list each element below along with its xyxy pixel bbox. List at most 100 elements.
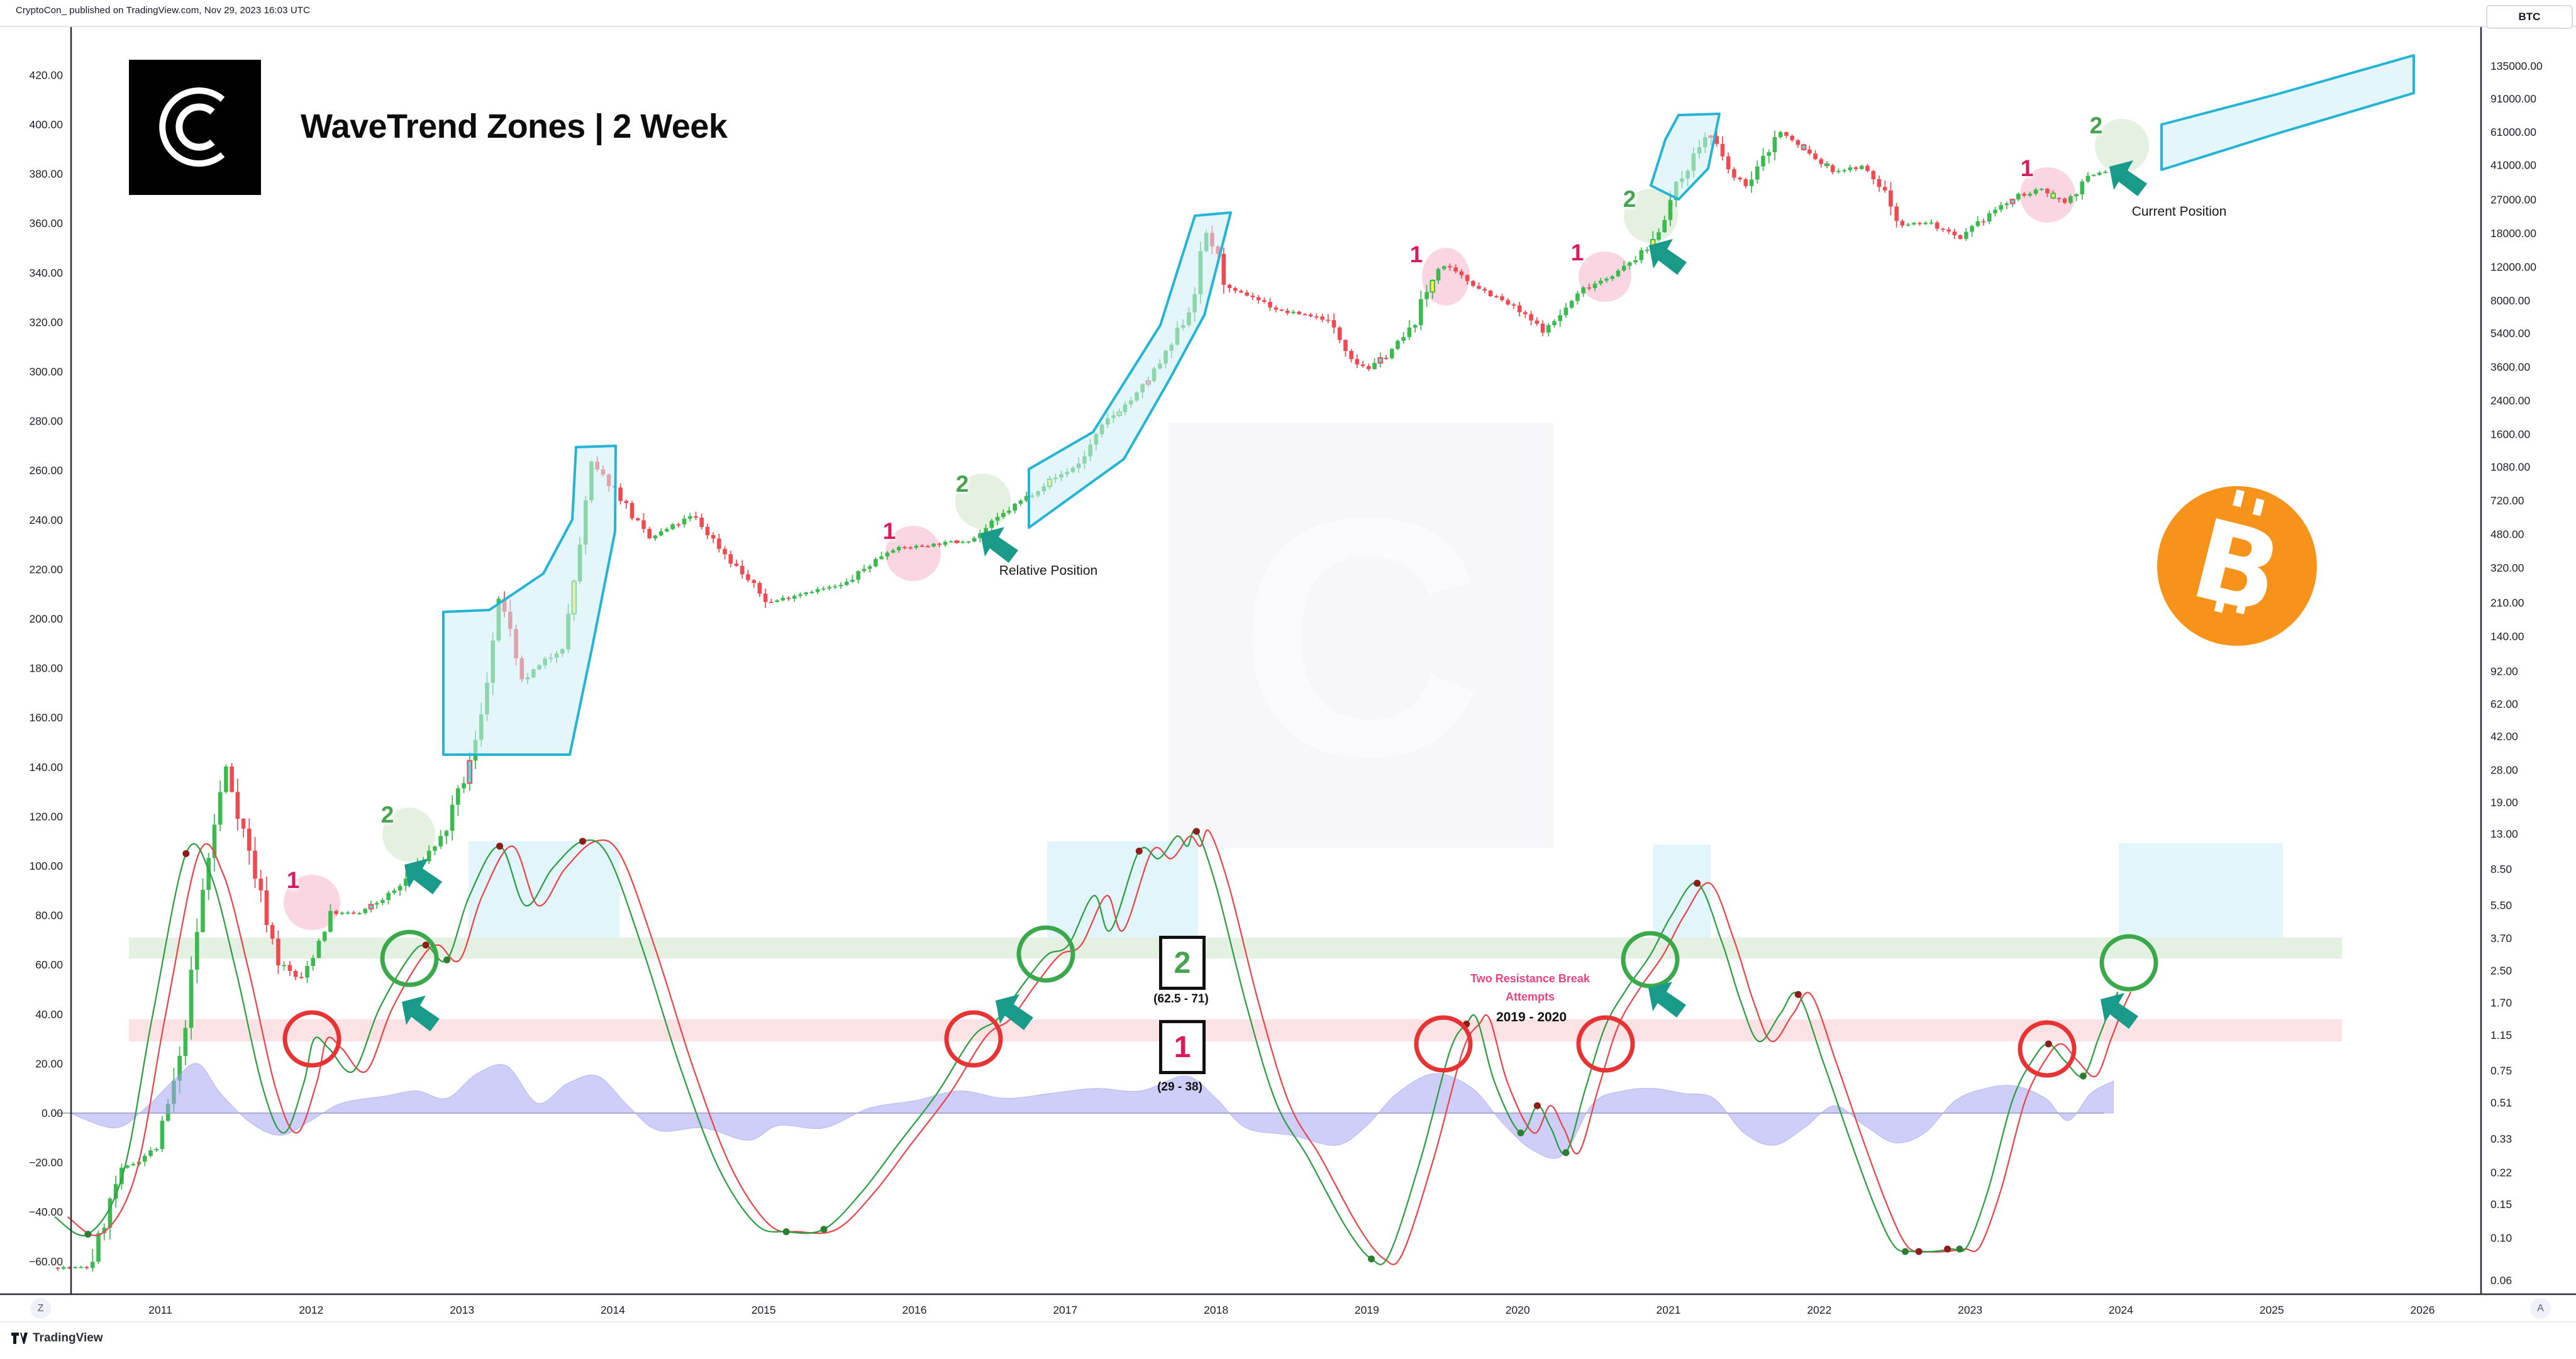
zone1-box: 1: [1159, 1020, 1206, 1074]
right-axis-tick: 12000.00: [2490, 261, 2536, 274]
left-axis-tick: 160.00: [29, 711, 63, 724]
marker-ellipses: [284, 119, 2149, 930]
time-axis-year: 2012: [299, 1304, 323, 1316]
right-axis-tick: 61000.00: [2490, 126, 2536, 138]
time-axis-year: 2025: [2260, 1304, 2284, 1316]
cycle-marker-1: 1: [882, 518, 896, 544]
right-axis-tick: 1.70: [2490, 997, 2512, 1009]
footer-separator: [0, 1321, 2576, 1323]
right-axis-tick: 42.00: [2490, 730, 2518, 743]
cycle-channel-polygons: [442, 54, 2415, 756]
right-axis-tick: 0.06: [2490, 1274, 2512, 1287]
tradingview-brand: TradingView: [33, 1331, 103, 1345]
left-axis-tick: 80.00: [35, 909, 63, 922]
zone1-range: (29 - 38): [1157, 1080, 1202, 1094]
right-axis-tick: 320.00: [2490, 562, 2524, 574]
signal-circles: [282, 925, 2158, 1078]
right-scale-button[interactable]: A: [2530, 1298, 2551, 1319]
right-axis-tick: 0.33: [2490, 1133, 2512, 1145]
zone2-box: 2: [1159, 936, 1206, 990]
two-resistance-years: 2019 - 2020: [1496, 1010, 1567, 1024]
relative-position-label: Relative Position: [999, 563, 1098, 578]
time-axis-year: 2019: [1355, 1304, 1379, 1316]
left-axis-tick: 420.00: [29, 69, 63, 81]
svg-text:C: C: [1238, 448, 1484, 827]
zone2-range: (62.5 - 71): [1153, 992, 1209, 1006]
left-axis-tick: 100.00: [29, 860, 63, 872]
left-axis-tick: 400.00: [29, 118, 63, 131]
time-axis-year: 2026: [2411, 1304, 2435, 1316]
left-axis-tick: 280.00: [29, 415, 63, 428]
right-axis-tick: 0.10: [2490, 1232, 2512, 1245]
right-axis-tick: 0.22: [2490, 1167, 2512, 1179]
right-axis-tick: 1.15: [2490, 1029, 2512, 1041]
two-resistance-label-line1: Two Resistance Break: [1470, 972, 1590, 985]
time-axis-year: 2023: [1958, 1304, 1982, 1316]
oscillator-zones: [129, 841, 2342, 1042]
cycle-marker-2: 2: [380, 802, 394, 828]
oscillator-pane: [54, 828, 2132, 1265]
time-axis-year: 2024: [2109, 1304, 2133, 1316]
right-axis-tick: 0.51: [2490, 1097, 2512, 1109]
right-axis-tick: 13.00: [2490, 828, 2518, 840]
cycle-marker-1: 1: [286, 867, 300, 893]
right-axis-tick: 91000.00: [2490, 92, 2536, 105]
publish-attribution: CryptoCon_ published on TradingView.com,…: [16, 5, 310, 16]
cycle-marker-2: 2: [955, 471, 969, 497]
right-axis-tick: 18000.00: [2490, 227, 2536, 240]
right-axis-tick: 8.50: [2490, 863, 2512, 875]
right-axis-tick: 0.15: [2490, 1198, 2512, 1211]
cycle-marker-1: 1: [2020, 155, 2034, 181]
right-axis-tick: 5400.00: [2490, 327, 2531, 340]
right-axis-tick: 8000.00: [2490, 294, 2531, 307]
left-axis-tick: 260.00: [29, 464, 63, 477]
left-axis-tick: 120.00: [29, 810, 63, 823]
right-axis-tick: 92.00: [2490, 665, 2518, 678]
left-axis-tick: 40.00: [35, 1008, 63, 1021]
cycle-marker-2: 2: [1623, 186, 1636, 212]
current-position-label: Current Position: [2131, 204, 2227, 219]
right-axis-tick: 1600.00: [2490, 428, 2531, 441]
left-axis-tick: 20.00: [35, 1057, 63, 1070]
axes: 420.00 400.00 380.00 360.00 340.00 320.00 300.…: [0, 26, 2576, 1316]
tradingview-attribution: TradingView: [11, 1331, 103, 1345]
header-separator: [0, 26, 2576, 27]
cycle-marker-1: 1: [1409, 241, 1423, 267]
page-title: WaveTrend Zones | 2 Week: [301, 108, 728, 145]
left-axis-tick: 180.00: [29, 662, 63, 675]
left-scale-button[interactable]: Z: [30, 1298, 51, 1319]
left-axis-tick: 320.00: [29, 316, 63, 328]
time-axis-year: 2017: [1053, 1304, 1077, 1316]
right-axis-tick: 210.00: [2490, 597, 2524, 609]
left-axis-tick: −20.00: [29, 1157, 63, 1169]
right-axis-tick: 0.75: [2490, 1065, 2512, 1077]
right-axis-tick: 28.00: [2490, 764, 2518, 777]
right-axis-tick: 19.00: [2490, 796, 2518, 809]
time-axis-year: 2014: [601, 1304, 625, 1316]
tradingview-icon: [11, 1333, 28, 1344]
right-axis-tick: 480.00: [2490, 528, 2524, 541]
right-axis-tick: 140.00: [2490, 630, 2524, 643]
time-axis-year: 2018: [1204, 1304, 1228, 1316]
symbol-badge[interactable]: BTC: [2486, 5, 2573, 29]
left-axis-tick: 140.00: [29, 761, 63, 774]
left-axis-tick: 340.00: [29, 267, 63, 279]
right-axis-tick: 41000.00: [2490, 158, 2536, 171]
right-axis-tick: 5.50: [2490, 899, 2512, 912]
right-axis-tick: 135000.00: [2490, 60, 2543, 72]
bitcoin-icon: B: [2157, 486, 2317, 646]
watermark: C: [1169, 423, 1553, 848]
time-axis-year: 2015: [752, 1304, 776, 1316]
left-axis-tick: 380.00: [29, 168, 63, 180]
time-axis-year: 2022: [1807, 1304, 1831, 1316]
cycle-marker-2: 2: [2089, 113, 2103, 138]
left-axis-tick: 240.00: [29, 514, 63, 526]
right-axis-tick: 2.50: [2490, 965, 2512, 977]
right-axis-tick: 27000.00: [2490, 193, 2536, 206]
cryptocon-logo-icon: [159, 87, 225, 167]
right-axis-tick: 3600.00: [2490, 361, 2531, 374]
two-resistance-label-line2: Attempts: [1505, 990, 1555, 1003]
left-axis-tick: 220.00: [29, 563, 63, 575]
